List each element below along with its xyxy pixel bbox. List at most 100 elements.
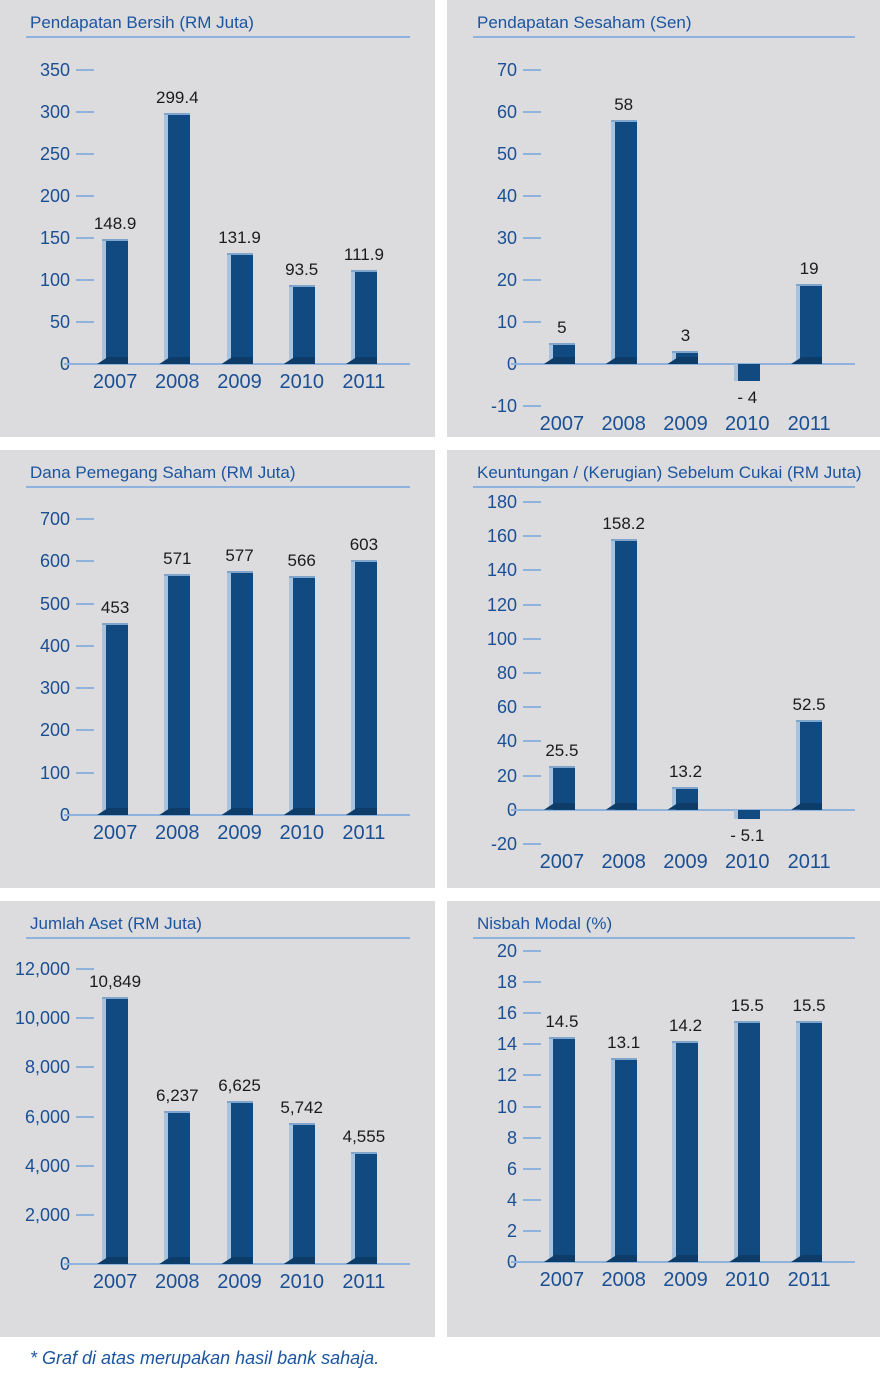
bar [734, 364, 761, 381]
y-tick-label: 10 [496, 312, 517, 332]
chart-panel-5: Jumlah Aset (RM Juta) 12,000 10,000 8,000 6,… [0, 901, 435, 1337]
x-axis-label: 2009 [217, 822, 262, 844]
chart-title: Keuntungan / (Kerugian) Sebelum Cukai (R… [477, 463, 862, 482]
y-tick-label: 8 [506, 1127, 517, 1148]
y-tick-label: 160 [486, 526, 517, 547]
bar [350, 1152, 377, 1264]
y-tick-mark [523, 1167, 541, 1170]
bar-value-label: 4,555 [342, 1127, 386, 1147]
y-tick-label: 8,000 [24, 1057, 70, 1078]
chart-panel-4: Keuntungan / (Kerugian) Sebelum Cukai (R… [447, 450, 880, 888]
bar-slot: 15.5 [716, 951, 778, 1262]
bar [610, 539, 637, 810]
x-axis-label: 2008 [601, 413, 646, 435]
bar-value-label: 15.5 [792, 995, 826, 1015]
x-axis-label: 2011 [787, 1269, 831, 1291]
bars-row: 5 58 3 - 4 19 [511, 70, 855, 407]
y-tick-label: 12 [496, 1065, 517, 1086]
x-axis-label: 2008 [155, 822, 200, 844]
bar-slot: 52.5 [778, 502, 840, 844]
y-tick-mark [76, 687, 94, 690]
bar-slot: 571 [146, 519, 208, 815]
bar-value-label: 6,625 [218, 1076, 261, 1096]
charts-grid: Pendapatan Bersih (RM Juta) 350 300 250 200 1… [0, 0, 880, 1337]
y-tick-label: 250 [39, 143, 70, 164]
y-tick-mark [523, 672, 541, 674]
x-axis-label: 2008 [601, 851, 646, 873]
bar-value-label: 577 [225, 546, 254, 565]
bar [734, 809, 761, 819]
plot-area: 14.5 13.1 14.2 15.5 15.5 2007 2008 2009 2010 2011 [511, 951, 855, 1291]
bar-slot: 13.2 [655, 502, 717, 844]
plot-area: 5 58 3 - 4 19 2007 2008 2009 2010 2011 [511, 70, 855, 435]
bar [610, 120, 637, 364]
bar-value-label: 111.9 [343, 245, 384, 264]
bars-row: 453 571 577 566 603 [64, 519, 410, 815]
bar-value-label: - 5.1 [730, 825, 765, 845]
bar-slot: 131.9 [208, 70, 270, 364]
bar-slot: 5 [531, 70, 593, 406]
bar-slot: 603 [333, 519, 395, 815]
y-tick-label: 100 [486, 628, 517, 649]
x-axis-label: 2007 [539, 413, 585, 435]
bars-row: 10,849 6,237 6,625 5,742 4,555 [64, 969, 410, 1264]
y-tick-mark [523, 1229, 541, 1232]
bar-value-label: 93.5 [285, 260, 319, 280]
bar [226, 1101, 253, 1264]
chart-title: Nisbah Modal (%) [477, 914, 613, 933]
chart-title: Pendapatan Sesaham (Sen) [477, 13, 692, 32]
footer-note: * Graf di atas merupakan hasil bank saha… [0, 1337, 880, 1379]
bar-value-label: 5,742 [280, 1097, 323, 1117]
y-tick-mark [523, 279, 541, 281]
x-axis-label: 2010 [725, 1269, 770, 1291]
y-tick-mark [76, 1066, 94, 1069]
bar [734, 1020, 761, 1262]
x-axis-labels: 2007 2008 2009 2010 2011 [64, 364, 410, 394]
x-axis-line [64, 363, 410, 365]
chart-title: Pendapatan Bersih (RM Juta) [30, 13, 254, 32]
y-tick-mark [76, 644, 94, 647]
x-axis-label: 2007 [539, 851, 585, 873]
y-tick-label: -20 [490, 834, 517, 854]
y-tick-mark [76, 560, 94, 563]
bar-value-label: 566 [287, 550, 316, 570]
y-tick-mark [76, 771, 94, 774]
y-tick-label: 16 [496, 1003, 517, 1024]
bar [102, 997, 129, 1264]
y-tick-label: 0 [447, 354, 517, 374]
bar [288, 285, 315, 364]
plot-area: 10,849 6,237 6,625 5,742 4,555 2007 2008 2009 20… [64, 969, 410, 1293]
chart-panel-2: Pendapatan Sesaham (Sen)706050403020100-… [447, 0, 880, 437]
y-tick-label: 12,000 [14, 959, 70, 979]
y-tick-label: 700 [39, 509, 70, 529]
axis-area: 12,000 10,000 8,000 6,000 4,000 2,000 0 10,849 6… [0, 959, 410, 1293]
bar [672, 1041, 699, 1262]
y-tick-label: 0 [0, 1254, 70, 1274]
y-tick-label: 30 [496, 228, 517, 248]
bars-row: 148.9 299.4 131.9 93.5 111.9 [64, 70, 410, 364]
x-axis-label: 2008 [601, 1269, 646, 1291]
y-tick-label: 14 [496, 1034, 517, 1055]
title-underline [26, 937, 410, 939]
y-tick-label: 18 [496, 972, 517, 993]
bar-value-label: 148.9 [93, 213, 137, 233]
plot-area: 25.5 158.2 13.2- 5.1 52.5 2007 2008 2009 2010 20… [511, 502, 855, 873]
y-tick-mark [523, 774, 541, 777]
bar-slot: 10,849 [84, 969, 146, 1264]
y-tick-mark [76, 968, 94, 970]
bar-slot: 453 [84, 519, 146, 815]
bar-value-label: 25.5 [545, 741, 579, 761]
bar [796, 284, 823, 364]
y-tick-label: 80 [496, 663, 517, 683]
bar [226, 571, 253, 815]
bar-slot: 6,237 [146, 969, 208, 1264]
y-tick-label: -10 [490, 396, 517, 416]
bar-value-label: 58 [614, 95, 634, 115]
x-axis-label: 2007 [92, 1271, 138, 1293]
bar [164, 1110, 191, 1264]
bar-slot: - 4 [716, 70, 778, 407]
bar-slot: 566 [271, 519, 333, 815]
y-tick-mark [523, 111, 541, 113]
y-tick-mark [523, 740, 541, 743]
y-tick-label: 10,000 [14, 1008, 70, 1029]
